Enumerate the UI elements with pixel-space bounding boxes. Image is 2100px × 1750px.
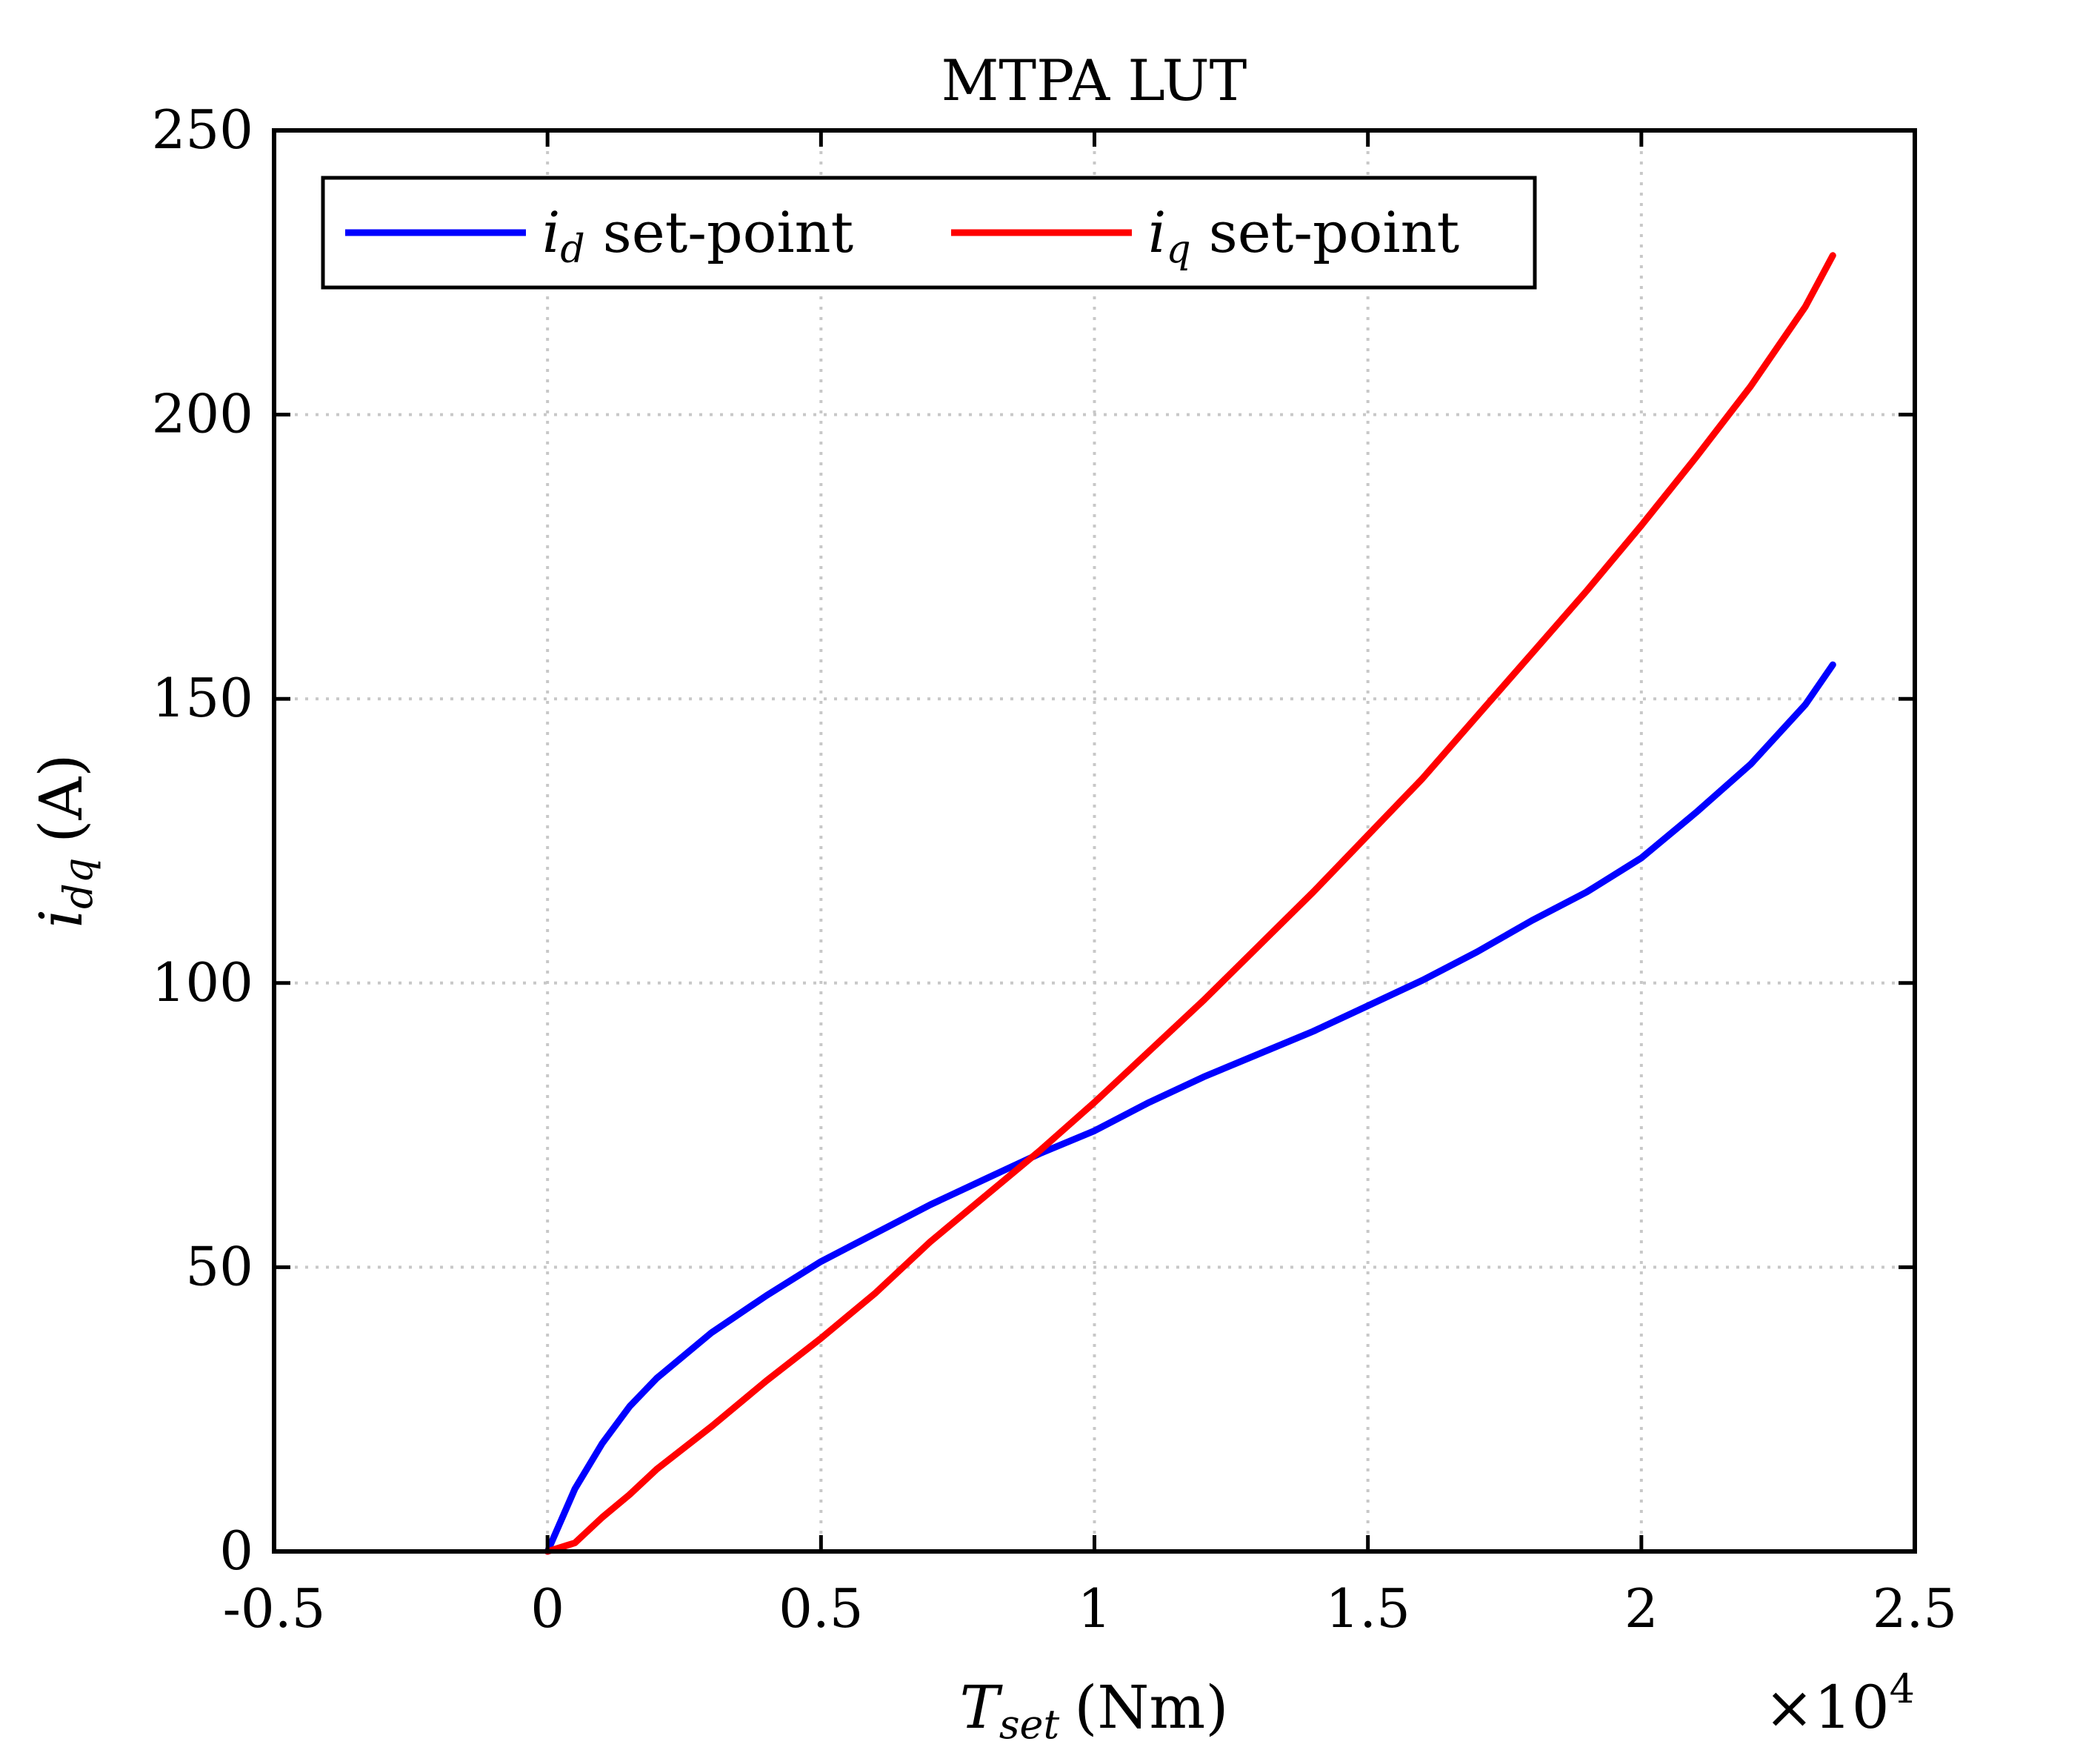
y-tick-label: 250: [152, 99, 253, 161]
legend-label-id-symbol: i: [542, 199, 560, 265]
legend-label-id-subscript: d: [560, 227, 584, 272]
y-tick-label: 50: [185, 1235, 253, 1297]
grid: [274, 130, 1915, 1551]
x-axis-multiplier-base: ×10: [1764, 1673, 1890, 1742]
x-tick-label: 2.5: [1873, 1577, 1958, 1640]
series-layer: [544, 252, 1836, 1555]
y-axis-label: idq (A): [27, 754, 101, 928]
series-line-q: [544, 252, 1836, 1555]
y-tick-label: 150: [152, 667, 253, 729]
x-tick-label: 0: [530, 1577, 564, 1640]
legend-label-iq-subscript: q: [1166, 227, 1190, 272]
y-axis-label-main: i: [27, 909, 96, 928]
y-tick-label: 200: [152, 383, 253, 445]
x-tick-label: 1: [1078, 1577, 1112, 1640]
legend-label-iq-symbol: i: [1148, 199, 1166, 265]
x-tick-label: 2: [1624, 1577, 1659, 1640]
chart-title: MTPA LUT: [941, 47, 1247, 113]
legend-label-iq-suffix: set-point: [1191, 199, 1460, 265]
y-tick-label: 100: [152, 951, 253, 1014]
legend-label-iq: iq set-point: [1148, 199, 1459, 272]
legend-label-id-suffix: set-point: [585, 199, 854, 265]
y-tick-label: 0: [219, 1520, 253, 1582]
x-axis-label-unit: (Nm): [1074, 1673, 1228, 1742]
y-axis-label-unit: (A): [27, 754, 96, 843]
y-axis-label-sub: dq: [55, 858, 101, 909]
legend: id set-point iq set-point: [321, 176, 1537, 290]
x-tick-label: 0.5: [779, 1577, 864, 1640]
x-axis-label: Tset (Nm): [959, 1673, 1228, 1748]
x-axis-multiplier-exponent: 4: [1890, 1666, 1915, 1712]
x-tick-label: -0.5: [223, 1577, 326, 1640]
ticks: [272, 128, 1917, 1554]
x-axis-multiplier: ×104: [1764, 1666, 1915, 1742]
series-line-d: [544, 661, 1836, 1555]
x-axis-label-main: T: [959, 1673, 1003, 1742]
x-tick-label: 1.5: [1325, 1577, 1410, 1640]
plot-area-background: [274, 130, 1915, 1551]
x-axis-label-sub: set: [999, 1701, 1060, 1748]
legend-label-id: id set-point: [542, 199, 853, 272]
